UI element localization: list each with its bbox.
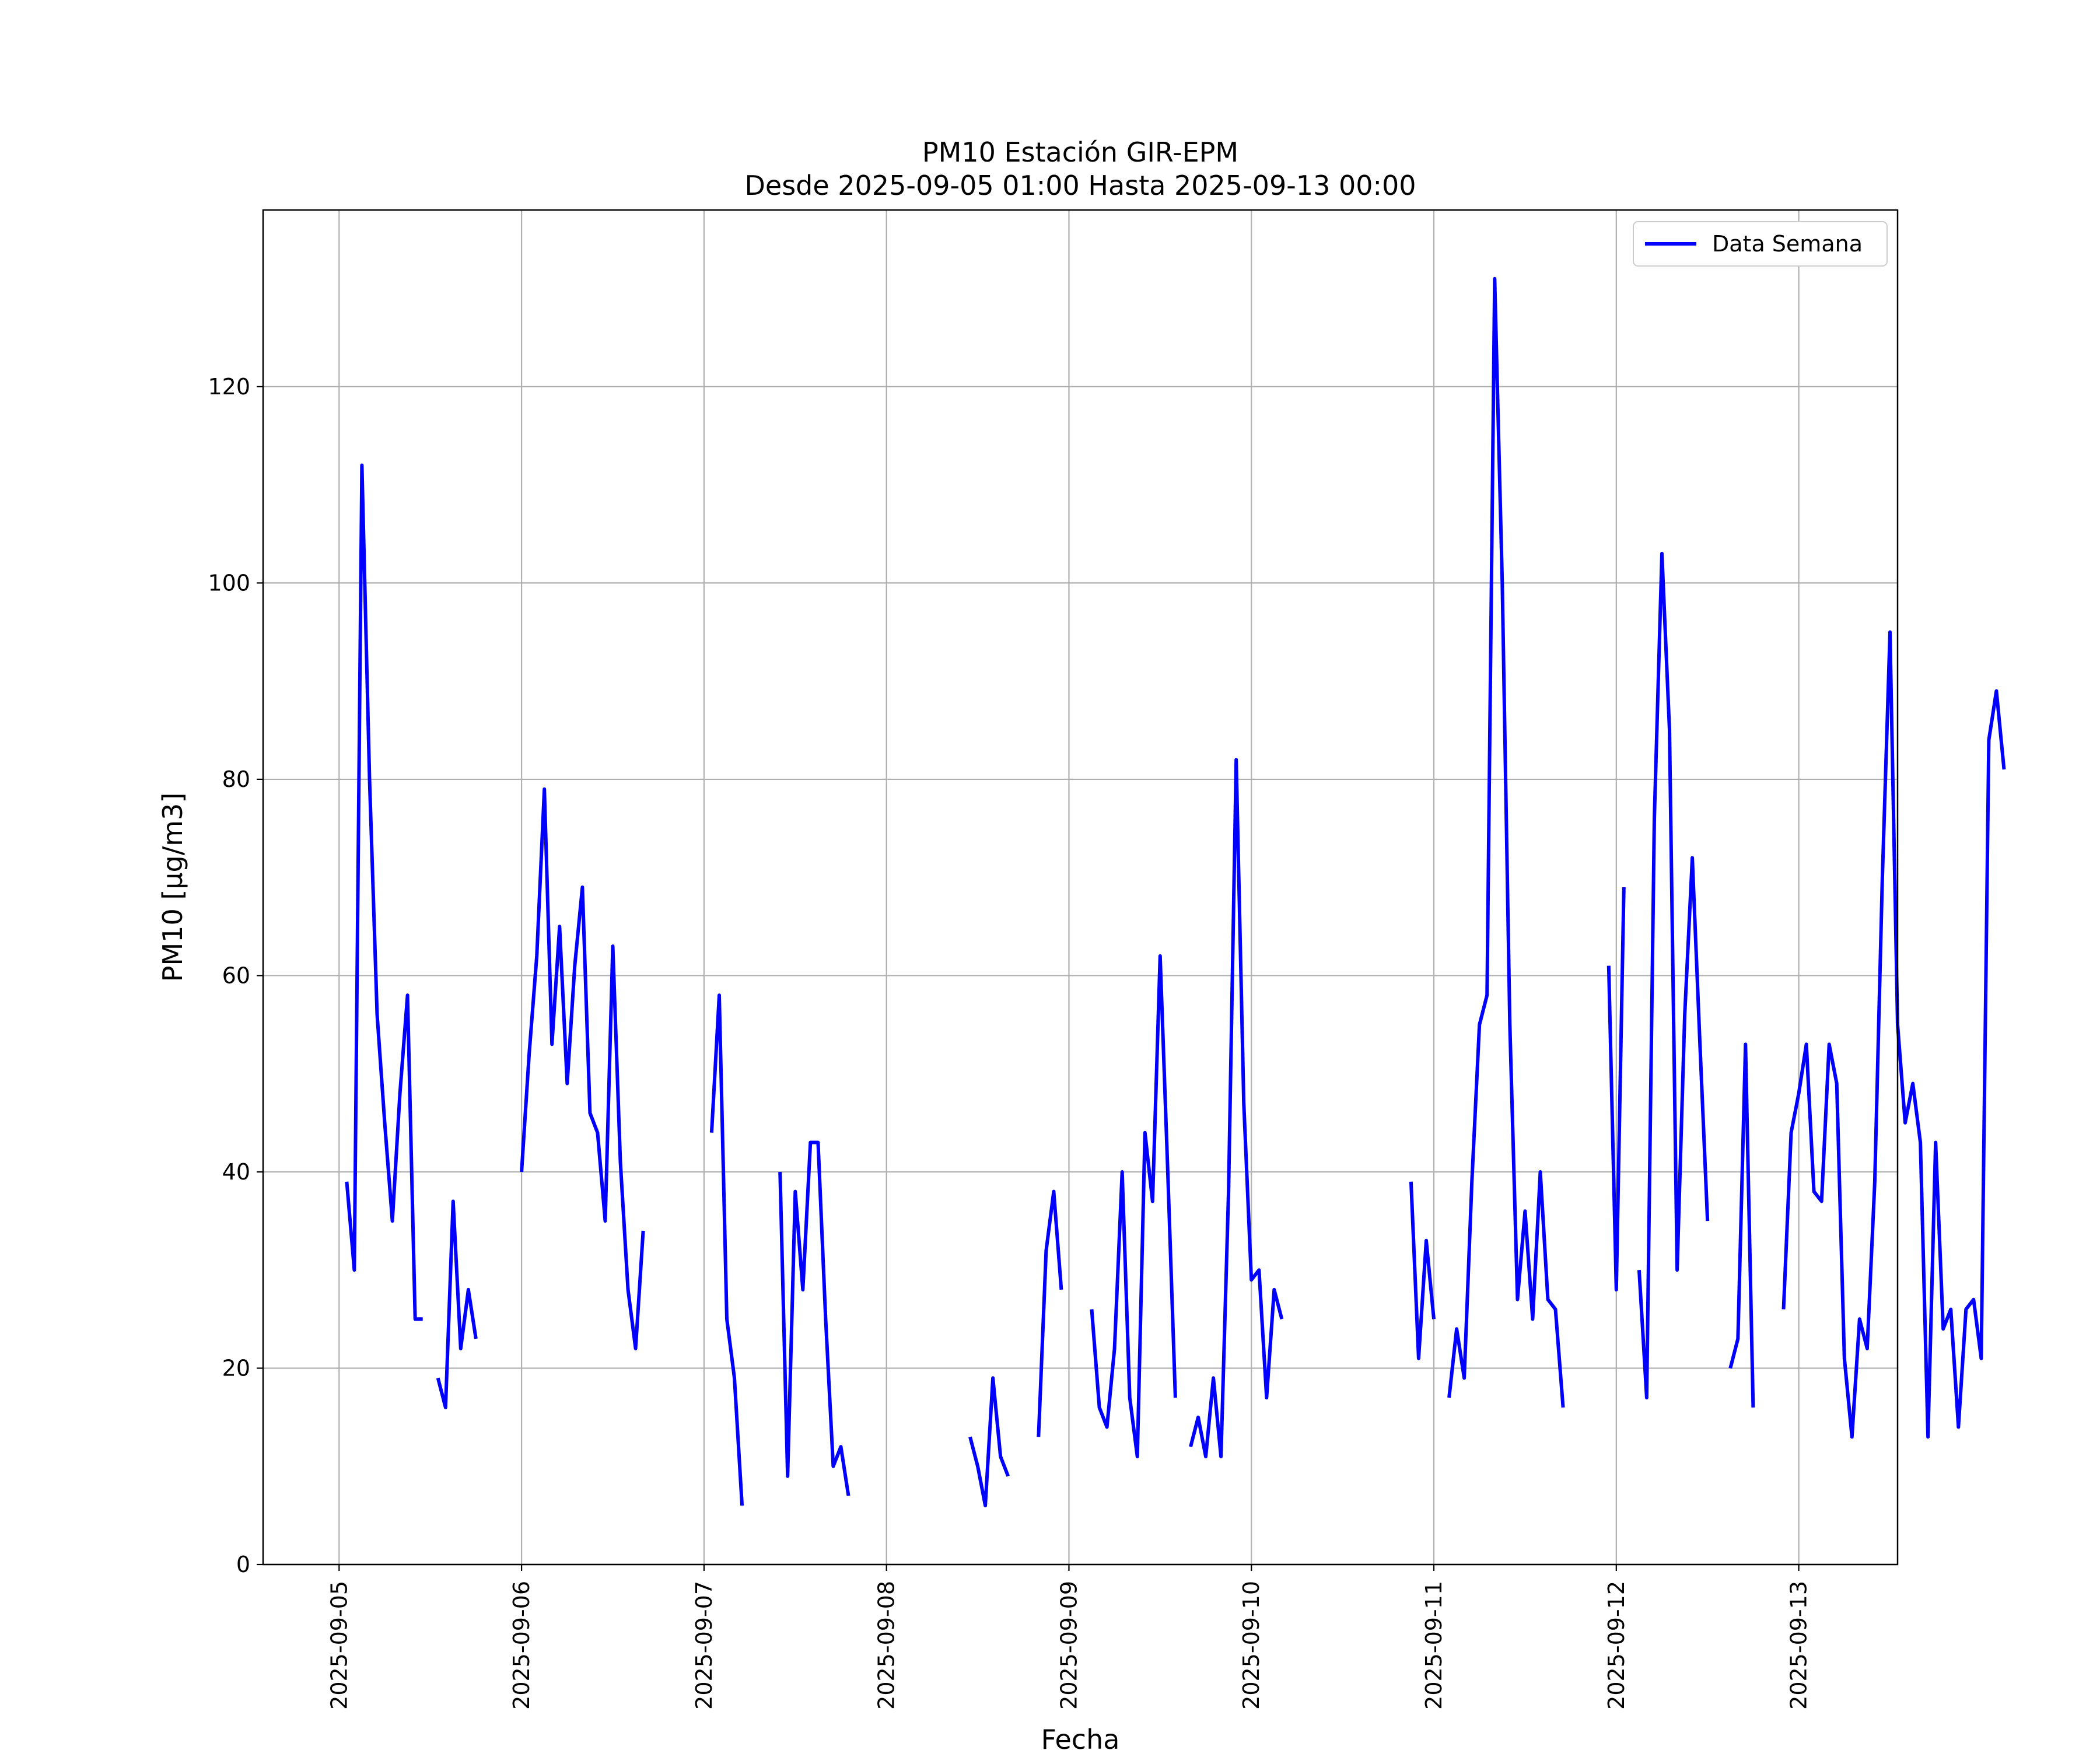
x-axis-ticks: 2025-09-05 2025-09-06 2025-09-07 2025-09-08… [326, 1564, 1812, 1710]
chart-subtitle: Desde 2025-09-05 01:00 Hasta 2025-09-13 … [744, 170, 1416, 201]
x-tick-label: 2025-09-07 [691, 1581, 717, 1710]
legend: Data Semana [1633, 221, 1888, 267]
y-axis-ticks: 0 20 40 60 80 100 120 [208, 374, 263, 1577]
grid-lines [263, 210, 1898, 1566]
y-tick-label: 40 [222, 1159, 250, 1185]
x-tick-label: 2025-09-09 [1056, 1581, 1082, 1710]
x-tick-label: 2025-09-05 [326, 1581, 352, 1710]
x-tick-label: 2025-09-06 [509, 1581, 534, 1710]
y-tick-label: 0 [236, 1552, 250, 1577]
legend-label: Data Semana [1712, 231, 1863, 257]
y-axis-label: PM10 [μg/m3] [157, 793, 188, 982]
y-tick-label: 60 [222, 963, 250, 988]
x-tick-label: 2025-09-13 [1786, 1581, 1812, 1710]
x-tick-label: 2025-09-11 [1421, 1581, 1447, 1710]
series-line-data-semana [345, 276, 2006, 1507]
y-tick-label: 120 [208, 374, 250, 400]
y-tick-label: 100 [208, 570, 250, 596]
y-tick-label: 80 [222, 766, 250, 792]
chart-title: PM10 Estación GIR-EPM [922, 136, 1238, 168]
y-tick-label: 20 [222, 1355, 250, 1381]
x-tick-label: 2025-09-08 [874, 1581, 900, 1710]
data-series-line [345, 276, 2006, 1507]
x-axis-label: Fecha [1041, 1724, 1120, 1750]
plot-frame [262, 209, 1899, 1566]
x-tick-label: 2025-09-10 [1238, 1581, 1264, 1710]
x-tick-label: 2025-09-12 [1604, 1581, 1629, 1710]
legend-box [1633, 221, 1888, 267]
